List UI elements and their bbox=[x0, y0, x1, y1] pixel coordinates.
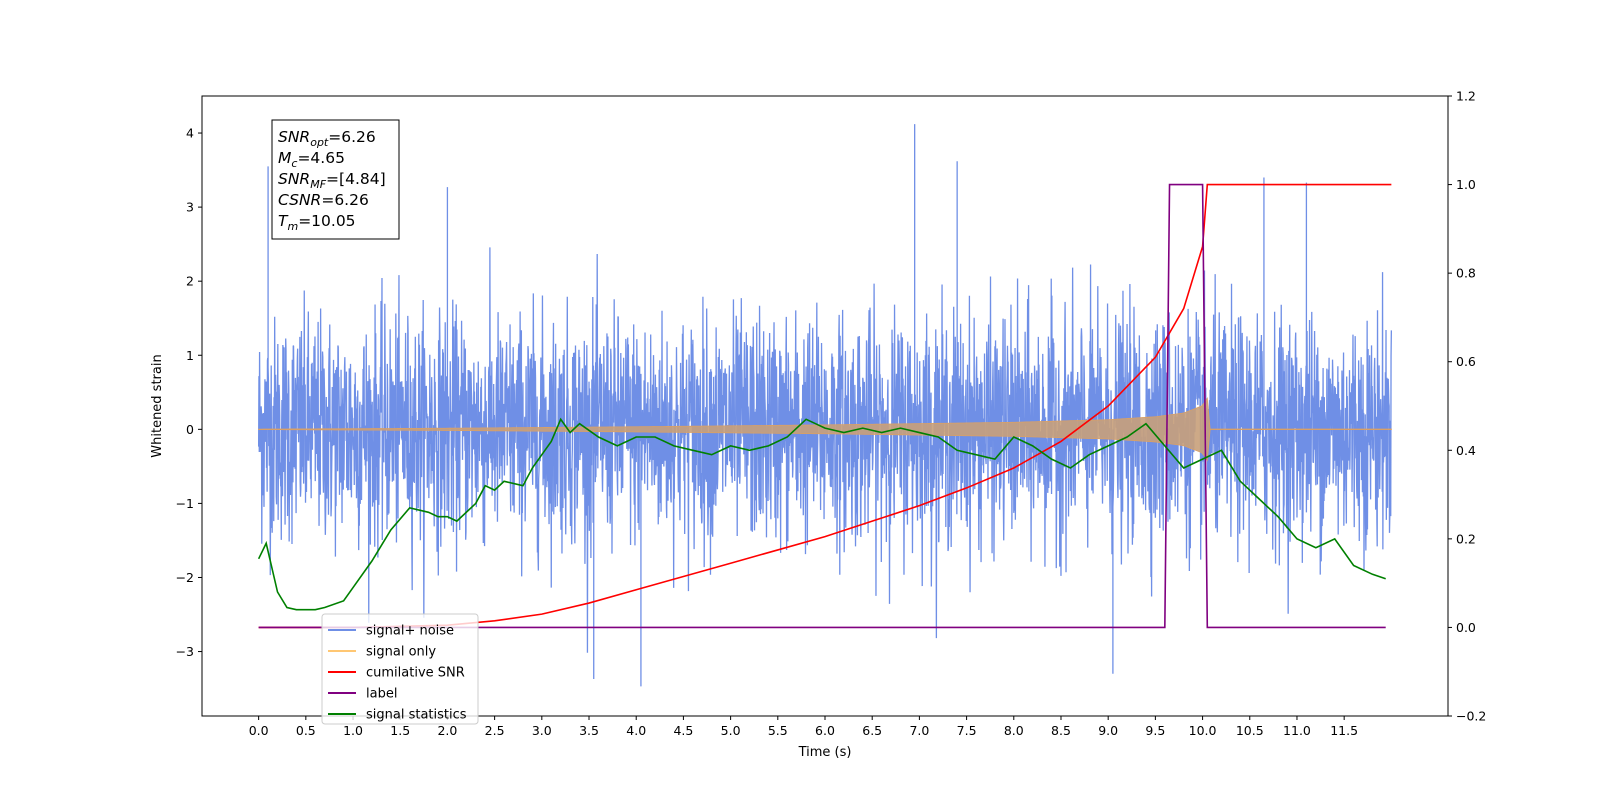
x-tick-label: 11.5 bbox=[1330, 723, 1358, 738]
series-label bbox=[258, 183, 1386, 629]
y-tick-label: 3 bbox=[186, 200, 194, 215]
legend-entry: signal+ noise bbox=[328, 624, 454, 639]
legend-entry: label bbox=[328, 687, 397, 702]
series-cumulative-snr bbox=[258, 183, 1392, 629]
x-tick-label: 8.0 bbox=[1004, 723, 1024, 738]
y2-tick-label: 1.2 bbox=[1456, 89, 1476, 104]
y-tick-label: −3 bbox=[176, 644, 194, 659]
x-tick-label: 4.5 bbox=[673, 723, 693, 738]
y-tick-label: −2 bbox=[176, 570, 194, 585]
x-tick-label: 5.0 bbox=[721, 723, 741, 738]
x-tick-label: 3.5 bbox=[579, 723, 599, 738]
x-tick-label: 2.5 bbox=[485, 723, 505, 738]
x-tick-label: 1.5 bbox=[390, 723, 410, 738]
x-tick-label: 9.0 bbox=[1098, 723, 1118, 738]
y-axis-label: Whitened strain bbox=[150, 354, 165, 457]
legend-label: cumilative SNR bbox=[366, 666, 465, 681]
x-tick-label: 8.5 bbox=[1051, 723, 1071, 738]
x-tick-label: 0.5 bbox=[296, 723, 316, 738]
plot-area bbox=[257, 124, 1393, 687]
x-axis-label: Time (s) bbox=[798, 745, 852, 760]
y2-tick-label: 0.2 bbox=[1456, 531, 1476, 546]
legend-label: label bbox=[366, 687, 397, 702]
x-tick-label: 0.0 bbox=[249, 723, 269, 738]
y-tick-label: 2 bbox=[186, 274, 194, 289]
legend-label: signal only bbox=[366, 645, 436, 660]
x-tick-label: 10.5 bbox=[1236, 723, 1264, 738]
legend-label: signal statistics bbox=[366, 708, 467, 723]
x-tick-label: 6.0 bbox=[815, 723, 835, 738]
x-tick-label: 5.5 bbox=[768, 723, 788, 738]
y-tick-label: −1 bbox=[176, 496, 194, 511]
y2-tick-label: 0.4 bbox=[1456, 443, 1476, 458]
y2-tick-label: −0.2 bbox=[1456, 709, 1486, 724]
stats-line: SNRMF=[4.84] bbox=[278, 170, 386, 191]
x-tick-label: 7.5 bbox=[957, 723, 977, 738]
x-tick-label: 6.5 bbox=[862, 723, 882, 738]
legend-entry: cumilative SNR bbox=[328, 666, 465, 681]
x-tick-label: 4.0 bbox=[626, 723, 646, 738]
legend-entry: signal statistics bbox=[328, 708, 467, 723]
x-tick-label: 1.0 bbox=[343, 723, 363, 738]
stats-line: CSNR=6.26 bbox=[278, 191, 369, 209]
series-signal-only bbox=[258, 397, 1392, 462]
stats-line: SNRopt=6.26 bbox=[278, 128, 376, 149]
x-axis: 0.0 0.5 1.0 1.5 2.0 2.5 3.0 3.5 4.0 4.5 5.0 5.5 6.0 6… bbox=[249, 716, 1358, 738]
legend-entry: signal only bbox=[328, 645, 436, 660]
stats-line: Tm=10.05 bbox=[278, 212, 356, 233]
y-tick-label: 1 bbox=[186, 348, 194, 363]
x-tick-label: 9.5 bbox=[1145, 723, 1165, 738]
x-tick-label: 10.0 bbox=[1189, 723, 1217, 738]
legend-label: signal+ noise bbox=[366, 624, 454, 639]
x-tick-label: 7.0 bbox=[909, 723, 929, 738]
x-tick-label: 11.0 bbox=[1283, 723, 1311, 738]
stats-line: Mc=4.65 bbox=[278, 149, 345, 170]
y-tick-label: 4 bbox=[186, 126, 194, 141]
y2-tick-label: 1.0 bbox=[1456, 177, 1476, 192]
y-axis-left: 4 3 2 1 0 −1 −2 −3 bbox=[176, 126, 202, 659]
series-signal-statistics bbox=[257, 417, 1386, 611]
legend: signal+ noise signal only cumilative SNR la… bbox=[321, 613, 479, 725]
series-signal-noise bbox=[257, 124, 1393, 687]
y2-tick-label: 0.0 bbox=[1456, 620, 1476, 635]
x-tick-label: 3.0 bbox=[532, 723, 552, 738]
y-tick-label: 0 bbox=[186, 422, 194, 437]
x-tick-label: 2.0 bbox=[437, 723, 457, 738]
y2-tick-label: 0.6 bbox=[1456, 354, 1476, 369]
y-axis-right: 1.2 1.0 0.8 0.6 0.4 0.2 0.0 −0.2 bbox=[1448, 89, 1486, 724]
y2-tick-label: 0.8 bbox=[1456, 266, 1476, 281]
